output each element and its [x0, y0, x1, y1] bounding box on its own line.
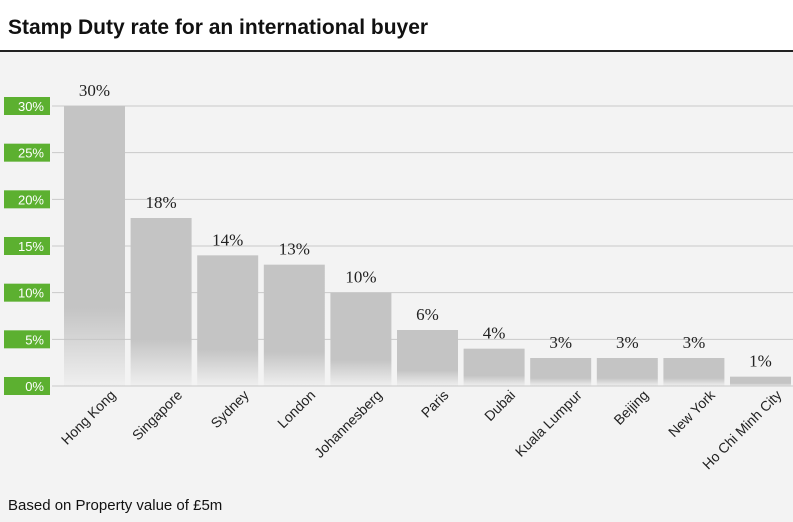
- bar: [130, 218, 192, 386]
- title-divider: [0, 50, 793, 52]
- bars: [64, 106, 791, 386]
- x-tick-label: London: [274, 387, 318, 431]
- x-tick-label: Dubai: [481, 387, 518, 424]
- x-tick-label: Beijing: [610, 387, 651, 428]
- data-label: 3%: [683, 333, 706, 352]
- bar: [730, 376, 791, 386]
- y-tick-label: 20%: [18, 192, 44, 207]
- y-tick-label: 5%: [25, 332, 44, 347]
- y-tick: 20%: [4, 190, 50, 209]
- data-labels: 30% 18% 14% 13% 10% 6% 4% 3% 3% 3% 1%: [79, 81, 772, 371]
- y-tick: 5%: [4, 330, 50, 349]
- footnote: Based on Property value of £5m: [8, 497, 223, 514]
- bar: [330, 292, 392, 386]
- x-axis-ticks: Hong Kong Singapore Sydney LondonJohannesbe…: [58, 386, 785, 472]
- data-label: 3%: [549, 333, 572, 352]
- bar: [197, 255, 259, 386]
- y-tick-badge: [4, 237, 50, 255]
- y-tick: 10%: [4, 283, 50, 302]
- chart-title: Stamp Duty rate for an international buy…: [8, 16, 429, 39]
- y-tick-label: 30%: [18, 99, 44, 114]
- data-label: 4%: [483, 324, 506, 343]
- data-label: 10%: [345, 268, 376, 287]
- y-tick: 15%: [4, 237, 50, 255]
- bar: [596, 358, 658, 386]
- y-axis-ticks: 0% 5% 10% 15% 20% 25% 30%: [4, 97, 50, 395]
- bar: [530, 358, 592, 386]
- y-tick-badge: [4, 190, 50, 209]
- y-tick-label: 25%: [18, 146, 44, 161]
- bar: [397, 330, 458, 386]
- x-tick-label: Singapore: [129, 387, 186, 444]
- y-tick-badge: [4, 143, 50, 162]
- y-tick: 0%: [4, 377, 50, 395]
- y-tick-badge: [4, 283, 50, 302]
- x-tick-label: Paris: [418, 387, 452, 421]
- bar: [663, 358, 725, 386]
- y-tick-label: 15%: [18, 239, 44, 254]
- data-label: 14%: [212, 230, 243, 249]
- bar: [263, 264, 325, 386]
- bar: [463, 348, 525, 386]
- data-label: 3%: [616, 333, 639, 352]
- y-tick-badge: [4, 377, 50, 395]
- data-label: 6%: [416, 305, 439, 324]
- data-label: 13%: [279, 240, 310, 259]
- x-tick-label: Kuala Lumpur: [512, 387, 585, 460]
- x-tick-label: Hong Kong: [58, 387, 119, 448]
- data-label: 30%: [79, 81, 110, 100]
- y-tick-badge: [4, 330, 50, 349]
- x-tick-label: Sydney: [207, 387, 251, 431]
- x-tick-label: Johannesberg: [311, 387, 385, 461]
- y-tick: 30%: [4, 97, 50, 115]
- y-tick: 25%: [4, 143, 50, 162]
- y-tick-label: 0%: [25, 379, 44, 394]
- bar: [64, 106, 125, 386]
- y-tick-label: 10%: [18, 286, 44, 301]
- x-tick-label: New York: [665, 386, 719, 440]
- data-label: 1%: [749, 352, 772, 371]
- data-label: 18%: [146, 193, 177, 212]
- y-tick-badge: [4, 97, 50, 115]
